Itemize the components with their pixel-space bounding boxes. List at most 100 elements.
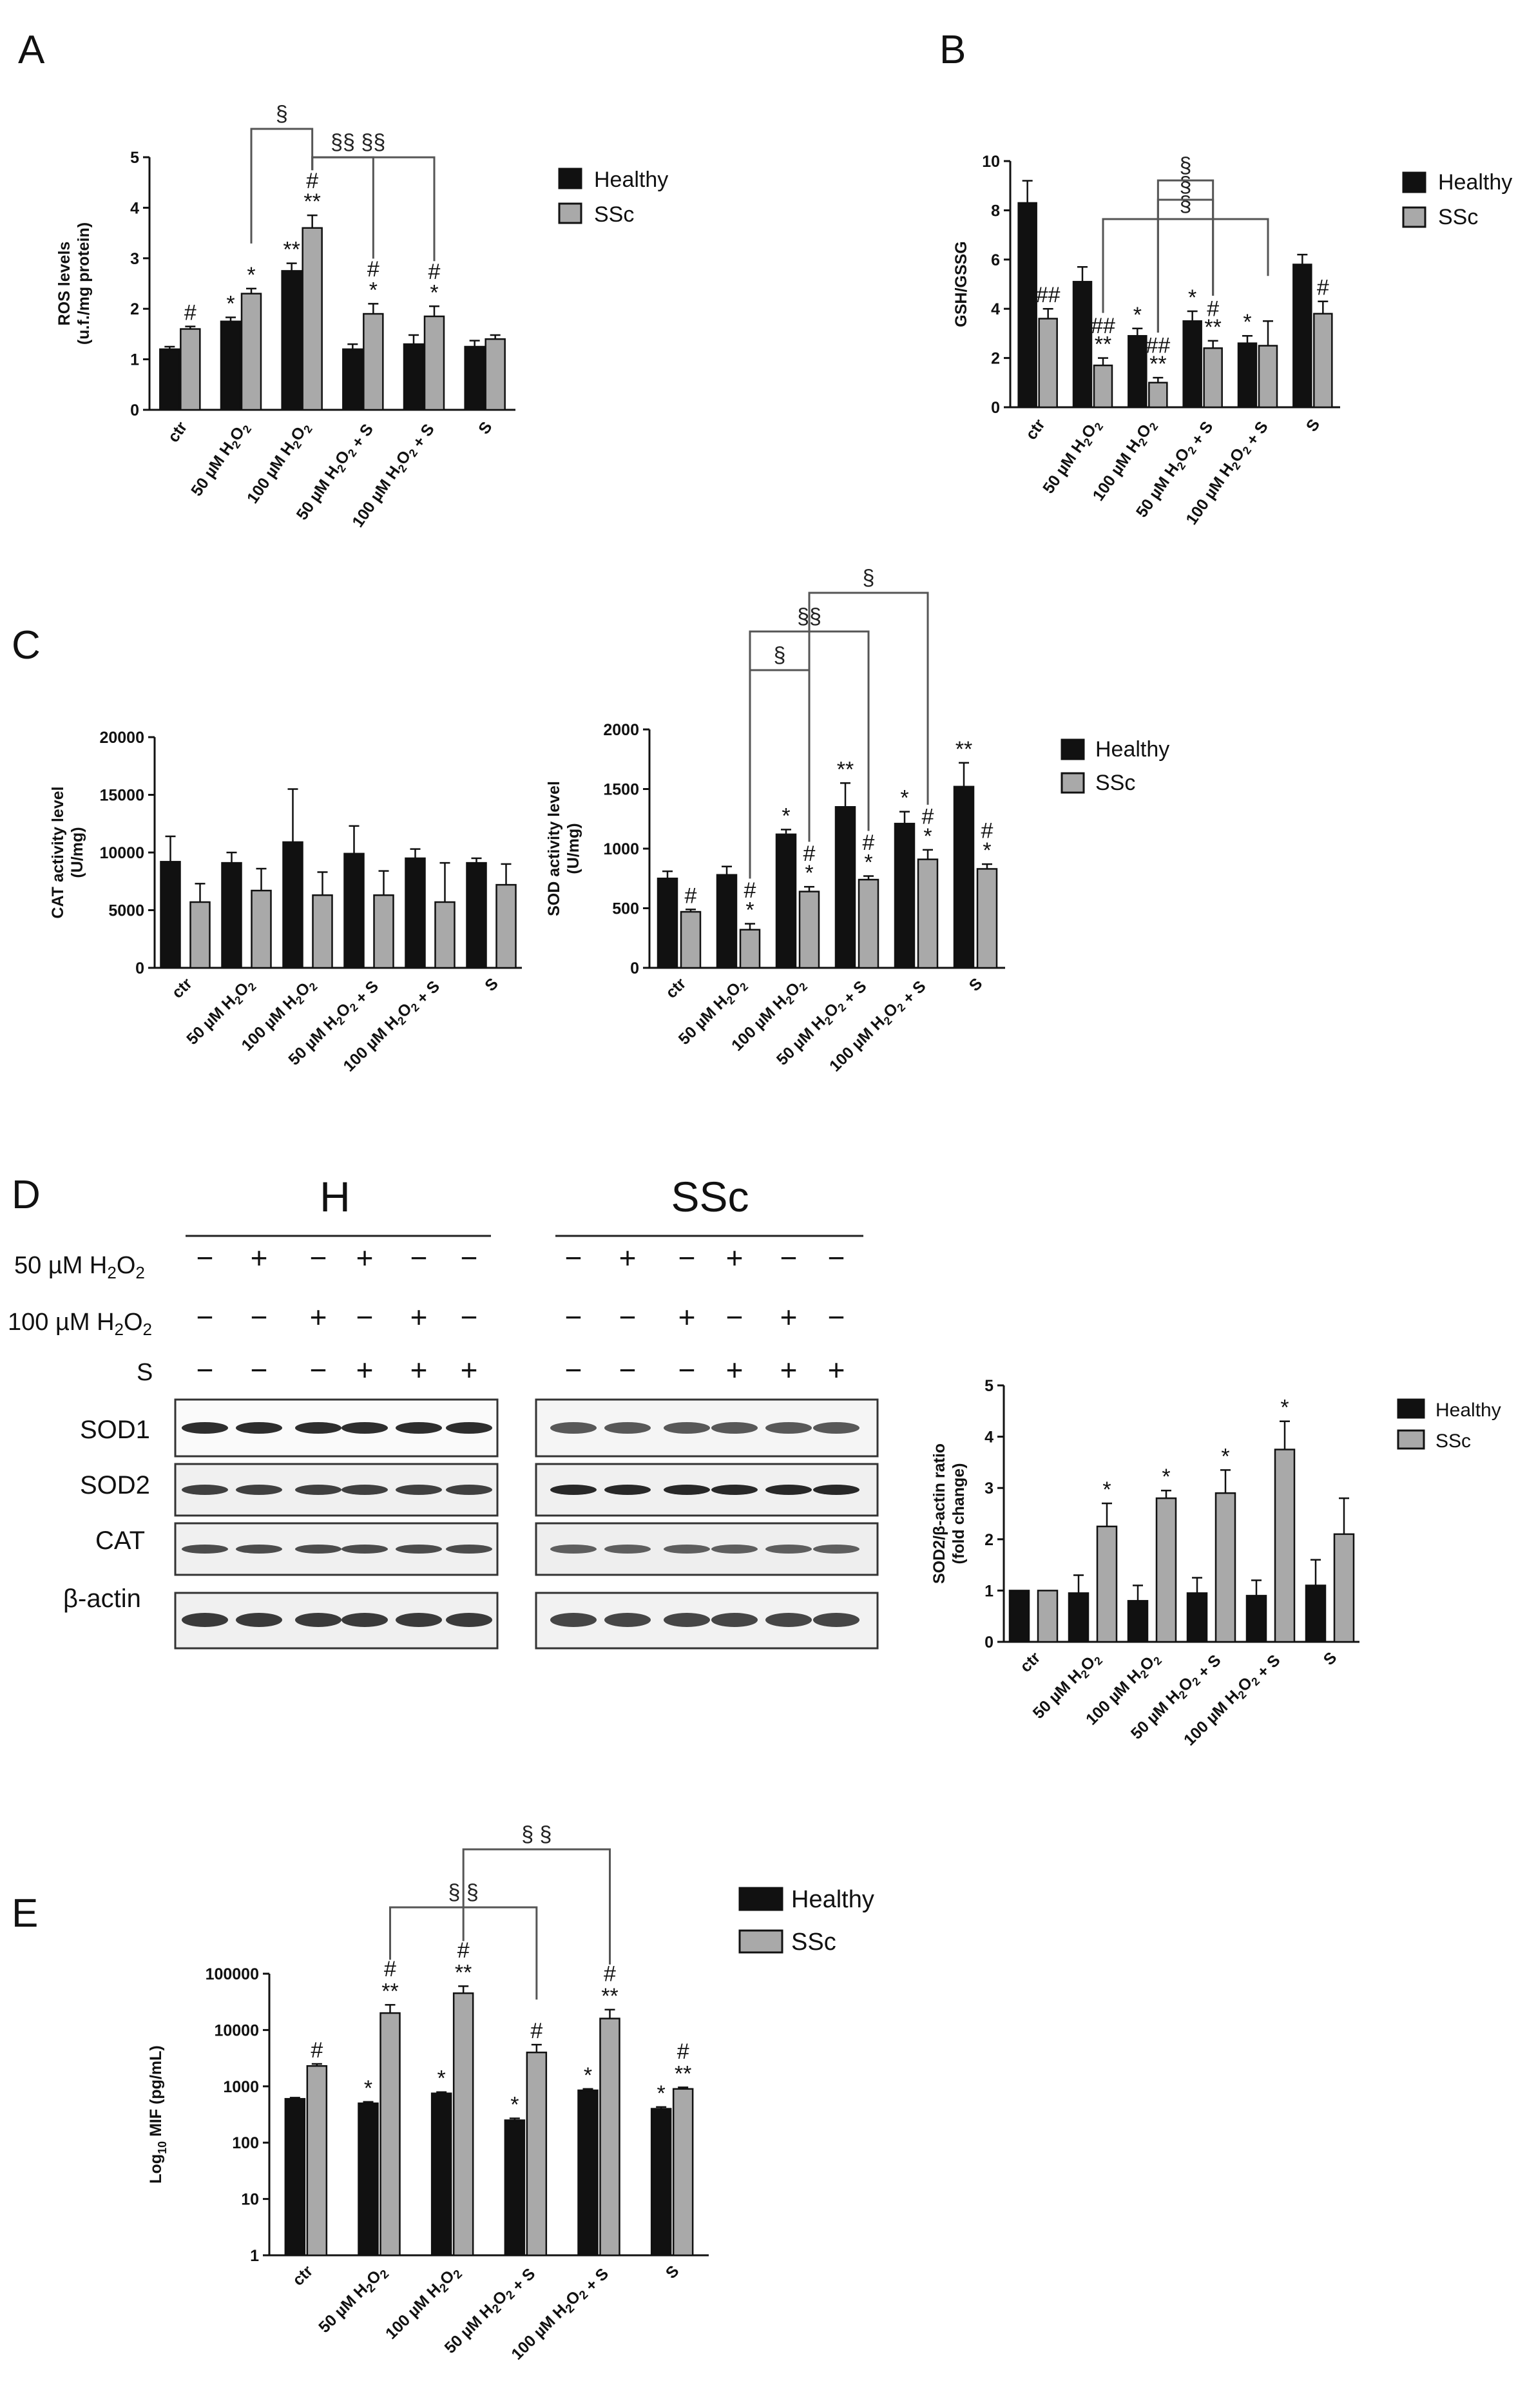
significance-label: * <box>782 804 790 828</box>
bar-ssc <box>363 313 384 411</box>
legend-swatch-healthy <box>1061 738 1085 760</box>
wb-band <box>711 1485 758 1495</box>
significance-label: ## <box>1146 334 1170 358</box>
legend-label-healthy: Healthy <box>1438 170 1512 195</box>
bar-ssc <box>373 894 394 969</box>
wb-group-title-h: H <box>320 1173 350 1220</box>
wb-sign: − <box>251 1300 268 1334</box>
wb-sign: − <box>565 1300 582 1334</box>
legend-label-healthy: Healthy <box>1095 737 1169 762</box>
bar-ssc <box>251 889 272 969</box>
significance-label: ## <box>1091 314 1115 338</box>
wb-band <box>182 1422 228 1434</box>
tick-text: ctr <box>662 974 690 1002</box>
significance-label: # <box>685 883 697 908</box>
tick-text: 50 µM <box>1133 470 1176 521</box>
significance-label: * <box>983 838 991 863</box>
tick-text: 50 µM <box>1128 1695 1175 1743</box>
wb-sign: − <box>565 1353 582 1387</box>
y-tick-label: 0 <box>135 959 144 978</box>
legend-b: Healthy SSc <box>1402 170 1512 229</box>
y-tick-label: 2 <box>991 350 1000 368</box>
legend-swatch-healthy <box>738 1887 783 1911</box>
significance-label: * <box>1162 1465 1170 1489</box>
x-tick-label: 100 µM H2O2 + S <box>826 974 930 1078</box>
wb-sign: + <box>780 1353 798 1387</box>
bar-ssc <box>1155 1497 1177 1643</box>
significance-label: ## <box>1036 283 1061 307</box>
x-tick-label: 100 µM H2O2 <box>244 418 315 508</box>
bar-healthy <box>953 785 975 969</box>
wb-signs: − −+ +− −+ +− −− −− −− −+ +− −+ +− −− −− −− −+ ++ ++ + <box>197 1241 845 1387</box>
bar-ssc <box>1258 345 1278 409</box>
x-tick-label: S <box>662 2262 683 2282</box>
y-label-line: (U/mg) <box>564 823 582 874</box>
y-label-line: SOD2/β-actin ratio <box>930 1443 948 1584</box>
wb-band <box>813 1545 859 1554</box>
legend-label-healthy: Healthy <box>1435 1400 1501 1421</box>
wb-band <box>711 1422 758 1434</box>
y-tick-label: 5 <box>984 1377 994 1395</box>
bar-ssc <box>452 1992 474 2257</box>
wb-condition-label-s: S <box>137 1359 153 1386</box>
bar-ssc <box>189 901 211 969</box>
tick-text: 100 µM <box>1182 470 1231 528</box>
bar-healthy <box>577 2089 599 2257</box>
bracket-label: § <box>1180 173 1192 197</box>
significance-label: # <box>922 804 934 829</box>
tick-text: 100 µM <box>244 448 292 506</box>
wb-band <box>813 1422 859 1434</box>
legend-label-ssc: SSc <box>594 202 634 227</box>
significance-label: * <box>745 898 754 923</box>
wb-band <box>295 1422 341 1434</box>
significance-bracket <box>1102 218 1269 313</box>
bracket-label: § § <box>521 1822 552 1847</box>
legend-label-ssc: SSc <box>1095 771 1135 795</box>
panel-letter-c: C <box>12 623 41 668</box>
tick-text: 50 µM <box>315 2289 363 2336</box>
y-tick-label: 2000 <box>603 721 639 739</box>
significance-label: # <box>604 1962 616 1987</box>
bar-ssc <box>495 883 517 969</box>
bar-ssc <box>798 891 820 969</box>
legend-swatch-ssc <box>738 1929 783 1954</box>
wb-sign: + <box>410 1300 428 1334</box>
significance-label: # <box>863 831 875 855</box>
significance-label: # <box>184 301 197 325</box>
wb-sign: − <box>197 1300 214 1334</box>
y-tick-label: 3 <box>984 1479 994 1498</box>
y-tick-label: 1000 <box>603 840 639 858</box>
wb-sign: − <box>310 1241 327 1275</box>
wb-protein-label-cat: CAT <box>95 1527 145 1555</box>
y-tick-label: 3 <box>130 250 139 268</box>
significance-label: # <box>384 1957 396 1981</box>
tick-text: S <box>1303 416 1324 435</box>
wb-band <box>236 1422 282 1434</box>
significance-label: ** <box>381 1979 398 2003</box>
legend-label-ssc: SSc <box>1438 205 1478 229</box>
chart-panel-c-sod: 0 500 1000 1500 2000 SOD activity level(U/mg)… <box>545 566 1005 1078</box>
significance-label: * <box>900 786 908 811</box>
wb-band <box>446 1613 492 1627</box>
bar-healthy <box>159 348 180 411</box>
wb-sign: − <box>197 1353 214 1387</box>
bar-ssc <box>240 293 262 411</box>
y-label-subscript: 10 <box>156 2141 169 2154</box>
bar-ssc <box>1037 1590 1059 1643</box>
bar-ssc <box>672 2088 694 2257</box>
wb-sign: − <box>461 1241 478 1275</box>
bar-healthy <box>1072 280 1093 409</box>
wb-protein-label-sod1: SOD1 <box>80 1416 150 1444</box>
y-tick-label: 100000 <box>206 1965 259 1983</box>
y-tick-label: 5000 <box>108 902 144 920</box>
bar-ssc <box>379 2012 401 2257</box>
bar-healthy <box>342 348 363 411</box>
wb-band <box>664 1485 710 1495</box>
y-tick-label: 20000 <box>99 729 144 747</box>
tick-text: ctr <box>1022 416 1048 443</box>
significance-bracket <box>250 128 314 244</box>
wb-band <box>236 1545 282 1554</box>
wb-band <box>396 1545 442 1554</box>
tick-text: 50 µM <box>1030 1675 1077 1722</box>
wb-sign: − <box>678 1353 696 1387</box>
